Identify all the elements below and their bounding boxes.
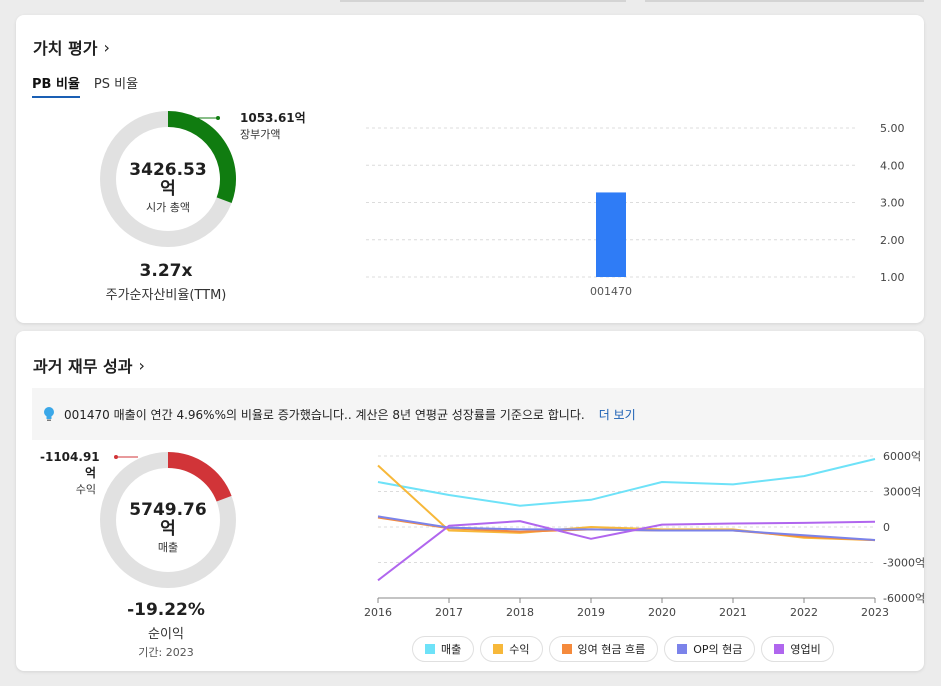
legend-swatch xyxy=(493,644,504,654)
legend-label: 매출 xyxy=(441,643,462,656)
y-tick-label: 1.00 xyxy=(880,271,905,284)
insight-text: 001470 매출이 연간 4.96%%의 비율로 증가했습니다.. 계산은 8… xyxy=(64,407,585,422)
valuation-title-text: 가치 평가 xyxy=(33,39,98,58)
book-value-amount: 1053.61억 xyxy=(240,111,306,125)
y-tick-label: 6000억 xyxy=(883,450,921,463)
x-tick-label: 2022 xyxy=(790,606,818,619)
market-cap-value: 3426.53 xyxy=(129,160,207,180)
pb-ratio-value: 3.27x xyxy=(139,261,193,281)
pb-ratio-label: 주가순자산비율(TTM) xyxy=(105,288,227,303)
profit-callout: -1104.91 억 수익 xyxy=(40,450,100,497)
net-margin-value: -19.22% xyxy=(127,600,205,620)
market-cap-unit: 억 xyxy=(160,179,176,199)
bar-001470 xyxy=(596,192,626,277)
see-more-link[interactable]: 더 보기 xyxy=(598,407,636,422)
market-cap-donut xyxy=(100,111,236,247)
revenue-label: 매출 xyxy=(157,541,179,554)
valuation-tabs: PB 비율 PS 비율 xyxy=(32,73,138,98)
period-label: 기간: 2023 xyxy=(138,646,194,659)
legend-operating-expense[interactable]: 영업비 xyxy=(761,636,834,662)
series-line-4 xyxy=(377,520,876,582)
top-card-edge xyxy=(645,0,924,2)
legend-revenue[interactable]: 매출 xyxy=(412,636,475,662)
y-tick-label: 4.00 xyxy=(880,159,905,172)
chevron-right-icon: › xyxy=(103,37,110,57)
tab-ps-ratio[interactable]: PS 비율 xyxy=(93,77,139,92)
top-card-edge xyxy=(340,0,626,2)
callout-line xyxy=(114,455,138,459)
y-tick-label: -3000억 xyxy=(883,557,924,570)
chevron-right-icon: › xyxy=(138,355,145,375)
y-tick-label: 3000억 xyxy=(883,486,921,499)
market-cap-label: 시가 총액 xyxy=(146,201,190,214)
series-line-0 xyxy=(377,458,876,507)
revenue-unit: 억 xyxy=(160,519,176,539)
legend-label: 영업비 xyxy=(790,643,821,656)
y-tick-label: -6000억 xyxy=(883,592,924,605)
insight-banner: 001470 매출이 연간 4.96%%의 비율로 증가했습니다.. 계산은 8… xyxy=(32,388,924,440)
series-line-3 xyxy=(377,515,876,541)
tab-pb-ratio[interactable]: PB 비율 xyxy=(32,73,80,98)
net-margin-metric: -19.22% 순이익 기간: 2023 xyxy=(76,600,256,660)
performance-card: 과거 재무 성과 › 001470 매출이 연간 4.96%%의 비율로 증가했… xyxy=(16,331,924,671)
y-tick-label: 3.00 xyxy=(880,197,905,210)
legend-swatch xyxy=(677,644,688,654)
legend-label: 수익 xyxy=(509,643,530,656)
legend-label: 잉여 현금 흐름 xyxy=(577,643,646,656)
legend-swatch xyxy=(774,644,785,654)
callout-line xyxy=(196,116,220,120)
performance-title-text: 과거 재무 성과 xyxy=(33,357,133,376)
y-tick-label: 2.00 xyxy=(880,234,905,247)
donut-center: 3426.53 억 시가 총액 xyxy=(116,161,220,215)
valuation-card: 가치 평가 › PB 비율 PS 비율 3426.53 억 시가 총액 1053… xyxy=(16,15,924,323)
chart-legend: 매출 수익 잉여 현금 흐름 OP의 현금 영업비 xyxy=(412,636,834,662)
valuation-title[interactable]: 가치 평가 › xyxy=(33,35,110,59)
revenue-donut xyxy=(100,452,236,588)
legend-swatch xyxy=(561,644,572,654)
financial-line-chart: 6000억 3000억 0 -3000억 -6000억 2016 2017 2018 2019… xyxy=(364,450,924,619)
net-margin-label: 순이익 xyxy=(148,627,184,642)
x-tick-label: 2020 xyxy=(648,606,676,619)
x-tick-label: 2016 xyxy=(364,606,392,619)
x-tick-label: 2018 xyxy=(506,606,534,619)
x-tick-label: 2023 xyxy=(861,606,889,619)
legend-operating-cash[interactable]: OP의 현금 xyxy=(664,636,756,662)
legend-profit[interactable]: 수익 xyxy=(480,636,543,662)
donut-center: 5749.76 억 매출 xyxy=(116,501,220,555)
profit-amount: -1104.91 xyxy=(40,450,100,464)
pb-bar-chart: 5.00 4.00 3.00 2.00 1.00 001470 xyxy=(366,122,905,298)
revenue-value: 5749.76 xyxy=(129,500,207,520)
legend-label: OP의 현금 xyxy=(693,643,743,656)
profit-label: 수익 xyxy=(75,483,96,496)
profit-segment xyxy=(167,452,232,502)
pb-metric: 3.27x 주가순자산비율(TTM) xyxy=(76,261,256,303)
book-value-callout: 1053.61억 장부가액 xyxy=(240,109,306,142)
performance-title[interactable]: 과거 재무 성과 › xyxy=(33,353,145,377)
y-tick-label: 5.00 xyxy=(880,122,905,135)
y-tick-label: 0 xyxy=(883,521,890,534)
profit-unit: 억 xyxy=(84,466,96,480)
x-tick-label: 2019 xyxy=(577,606,605,619)
legend-free-cash-flow[interactable]: 잉여 현금 흐름 xyxy=(548,636,659,662)
x-tick-label: 2021 xyxy=(719,606,747,619)
book-value-label: 장부가액 xyxy=(240,128,281,141)
legend-swatch xyxy=(425,644,435,654)
x-tick-label: 001470 xyxy=(590,285,632,298)
x-tick-label: 2017 xyxy=(435,606,463,619)
lightbulb-icon xyxy=(44,407,54,421)
book-value-segment xyxy=(167,111,236,204)
